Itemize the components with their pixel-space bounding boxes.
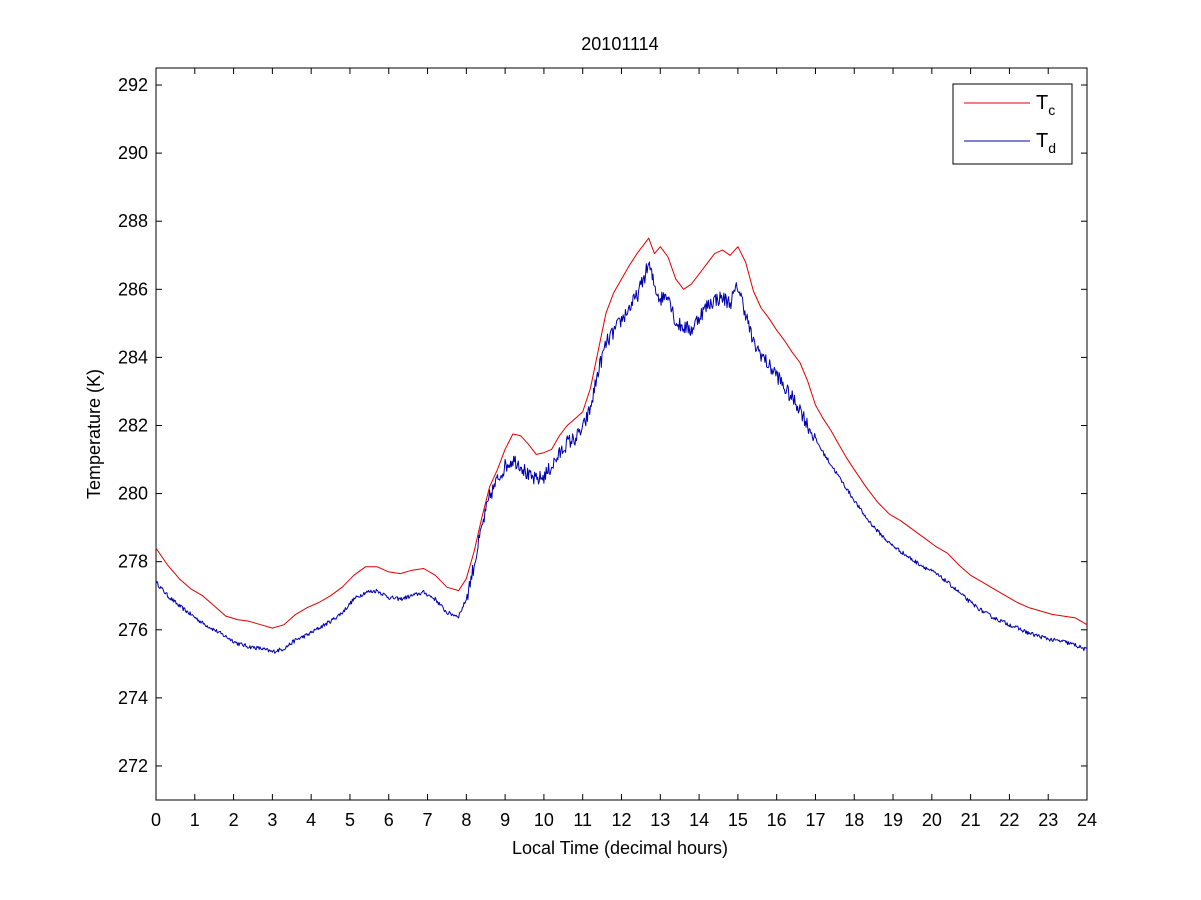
legend-box [952, 83, 1073, 165]
y-tick-label: 282 [118, 415, 148, 435]
x-tick-label: 14 [689, 810, 709, 830]
x-tick-label: 7 [423, 810, 433, 830]
legend-label-td: Td [1036, 130, 1056, 156]
x-tick-label: 13 [650, 810, 670, 830]
x-tick-label: 9 [500, 810, 510, 830]
y-tick-label: 286 [118, 279, 148, 299]
y-tick-label: 276 [118, 620, 148, 640]
y-tick-label: 274 [118, 688, 148, 708]
chart-title: 20101114 [581, 34, 658, 54]
legend-label-subscript: c [1048, 102, 1055, 118]
y-tick-label: 272 [118, 756, 148, 776]
plot-frame [155, 67, 1088, 801]
legend-label-subscript: d [1048, 140, 1056, 156]
x-tick-label: 10 [534, 810, 554, 830]
x-tick-label: 4 [306, 810, 316, 830]
x-axis-title: Local Time (decimal hours) [512, 838, 728, 858]
x-tick-label: 15 [728, 810, 748, 830]
x-tick-label: 22 [999, 810, 1019, 830]
tick-layer: 0 1 2 3 4 5 6 7 8 9 10 11 12 13 14 15 16 17 18 19 20 21 22 23 24… [118, 68, 1097, 830]
x-tick-label: 8 [461, 810, 471, 830]
legend-label-main: T [1036, 92, 1048, 114]
x-tick-label: 2 [229, 810, 239, 830]
x-tick-label: 24 [1077, 810, 1097, 830]
series-layer [155, 237, 1088, 654]
series-line-td [155, 261, 1088, 654]
x-tick-label: 23 [1038, 810, 1058, 830]
y-tick-label: 278 [118, 552, 148, 572]
x-tick-label: 11 [573, 810, 592, 830]
series-line-tc [155, 237, 1088, 629]
x-tick-label: 0 [151, 810, 161, 830]
y-tick-label: 288 [118, 211, 148, 231]
x-tick-label: 3 [267, 810, 277, 830]
x-tick-label: 21 [961, 810, 981, 830]
plot-area: 0 1 2 3 4 5 6 7 8 9 10 11 12 13 14 15 16 17 18 19 20 21 22 23 24… [118, 67, 1097, 830]
x-tick-label: 20 [922, 810, 942, 830]
x-tick-label: 19 [883, 810, 903, 830]
x-tick-label: 12 [611, 810, 631, 830]
legend-label-main: T [1036, 130, 1048, 152]
x-tick-label: 18 [844, 810, 864, 830]
y-tick-label: 290 [118, 143, 148, 163]
x-tick-label: 1 [190, 810, 200, 830]
legend-label-tc: Tc [1036, 92, 1055, 118]
x-tick-label: 16 [767, 810, 787, 830]
y-axis-title: Temperature (K) [84, 369, 104, 499]
y-tick-label: 292 [118, 75, 148, 95]
x-tick-label: 6 [384, 810, 394, 830]
y-tick-label: 284 [118, 347, 148, 367]
y-tick-label: 280 [118, 484, 148, 504]
x-tick-label: 5 [345, 810, 355, 830]
x-tick-label: 17 [805, 810, 825, 830]
